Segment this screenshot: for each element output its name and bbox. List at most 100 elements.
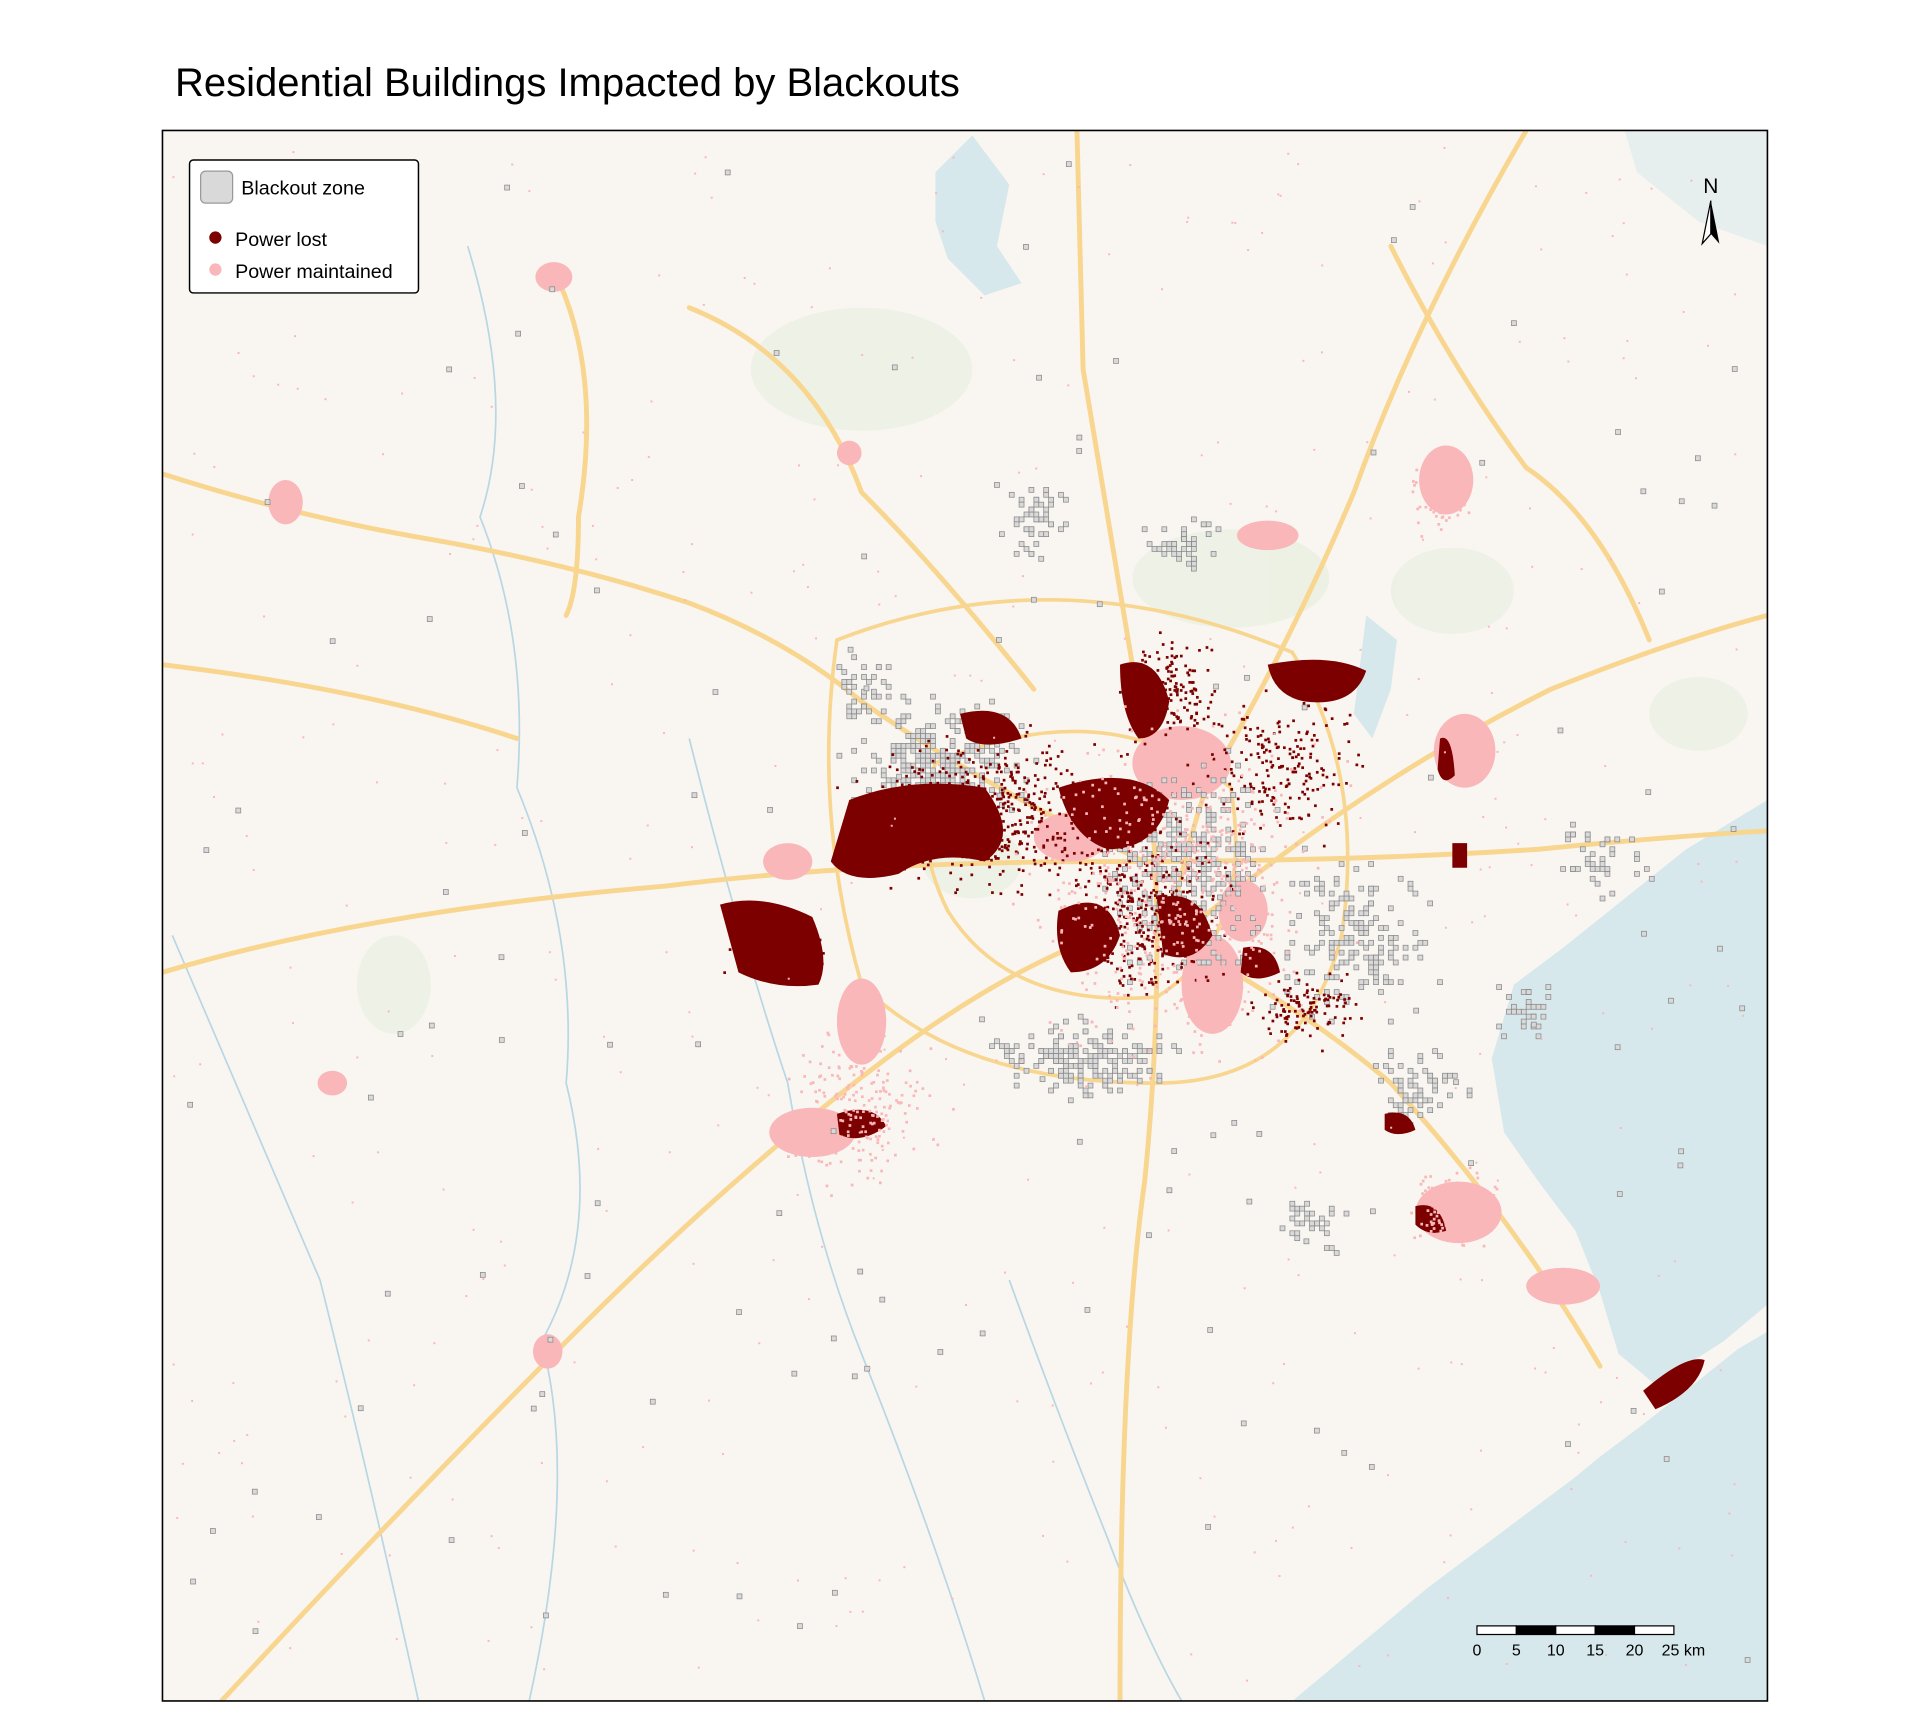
building-dot [1073, 891, 1077, 895]
building-dot [1012, 807, 1015, 811]
building-dot [1159, 924, 1163, 928]
blackout-cell [1328, 1210, 1335, 1217]
building-dot [1176, 693, 1179, 697]
building-dot [1153, 858, 1156, 862]
building-dot [1141, 943, 1145, 947]
blackout-cell [1018, 516, 1025, 523]
building-dot [822, 1115, 826, 1119]
building-dot [1116, 797, 1120, 801]
building-dot [1240, 774, 1244, 777]
building-dot [1307, 1010, 1311, 1014]
building-dot [1207, 830, 1210, 834]
building-dot [1168, 920, 1172, 924]
blackout-cell [1200, 871, 1207, 877]
building-dot [1159, 689, 1163, 693]
building-dot [1178, 952, 1182, 956]
building-dot [1203, 909, 1206, 913]
building-dot [1287, 929, 1291, 933]
building-dot [1273, 800, 1277, 804]
building-dot [1333, 951, 1337, 954]
building-dot [934, 807, 938, 811]
highways [162, 130, 1768, 1701]
building-dot [1253, 915, 1257, 919]
blackout-cell [1289, 920, 1296, 926]
building-dot [1101, 777, 1104, 781]
building-dot [1153, 961, 1157, 965]
blackout-cell [1392, 1102, 1399, 1109]
blackout-cell [1141, 856, 1148, 862]
building-dot [1151, 854, 1154, 858]
building-dot [1108, 990, 1111, 993]
building-dot [1188, 880, 1192, 883]
building-dot [831, 1073, 834, 1077]
building-dot [880, 1112, 884, 1116]
building-dot [1261, 800, 1264, 803]
building-dot [1131, 1055, 1135, 1059]
blackout-cell [1363, 954, 1370, 961]
blackout-cell [1048, 1053, 1054, 1059]
blackout-cell [1230, 846, 1237, 853]
building-dot [1428, 503, 1431, 507]
building-dot [1272, 802, 1276, 806]
building-dot [1191, 929, 1195, 933]
blackout-cell [1048, 1028, 1054, 1035]
building-dot [1442, 1207, 1446, 1211]
blackout-cell [203, 847, 210, 853]
building-dot [1445, 499, 1449, 503]
building-dot [1272, 951, 1276, 955]
building-dot [903, 787, 906, 791]
building-dot [1113, 930, 1117, 933]
building-dot [886, 1159, 890, 1163]
building-dot [1168, 726, 1172, 730]
building-dot [1082, 790, 1085, 794]
blackout-cell [1338, 939, 1345, 946]
blackout-cell [1053, 1038, 1059, 1045]
building-dot [1141, 711, 1145, 715]
blackout-cell [1112, 1048, 1118, 1054]
building-dot [1169, 925, 1173, 929]
blackout-cell [964, 747, 971, 754]
blackout-cell [1176, 555, 1182, 562]
building-dot [1441, 1201, 1445, 1204]
blackout-cell [1328, 900, 1335, 907]
map-area: Blackout zone Power lost Power maintaine… [161, 129, 1769, 1702]
building-dot [1448, 516, 1451, 520]
blackout-cell [1304, 880, 1310, 887]
building-dot [971, 851, 975, 855]
building-dot [1007, 844, 1010, 848]
building-dot [1315, 770, 1319, 774]
building-dot [915, 1107, 919, 1110]
building-dot [1190, 942, 1194, 946]
building-dot [1222, 972, 1225, 976]
building-dot [1245, 822, 1249, 825]
building-dot [1106, 847, 1109, 851]
building-dot [1470, 1191, 1474, 1195]
building-dot [983, 809, 987, 813]
building-dot [1173, 685, 1177, 688]
building-dot [927, 793, 931, 797]
building-dot [1463, 503, 1466, 507]
building-dot [1007, 795, 1011, 799]
building-dot [1213, 1515, 1216, 1518]
building-dot [1682, 310, 1685, 313]
building-dot [1272, 1382, 1275, 1385]
building-dot [1014, 850, 1018, 854]
blackout-cell [1319, 885, 1325, 892]
building-dot [1201, 941, 1205, 944]
building-dot [1093, 982, 1097, 985]
building-dot [761, 955, 765, 958]
building-dot [1070, 890, 1074, 893]
building-dot [176, 1516, 179, 1519]
building-dot [1210, 919, 1214, 923]
building-dot [1441, 1197, 1445, 1201]
building-dot [1084, 907, 1088, 910]
blackout-cell [504, 184, 510, 191]
building-dot [1058, 938, 1062, 942]
building-dot [1007, 727, 1011, 731]
building-dot [1214, 915, 1217, 919]
legend-swatch [200, 170, 234, 204]
blackout-cell [1284, 974, 1291, 981]
blackout-cell [791, 1370, 798, 1377]
building-dot [1094, 1025, 1098, 1028]
building-dot [1251, 843, 1254, 847]
